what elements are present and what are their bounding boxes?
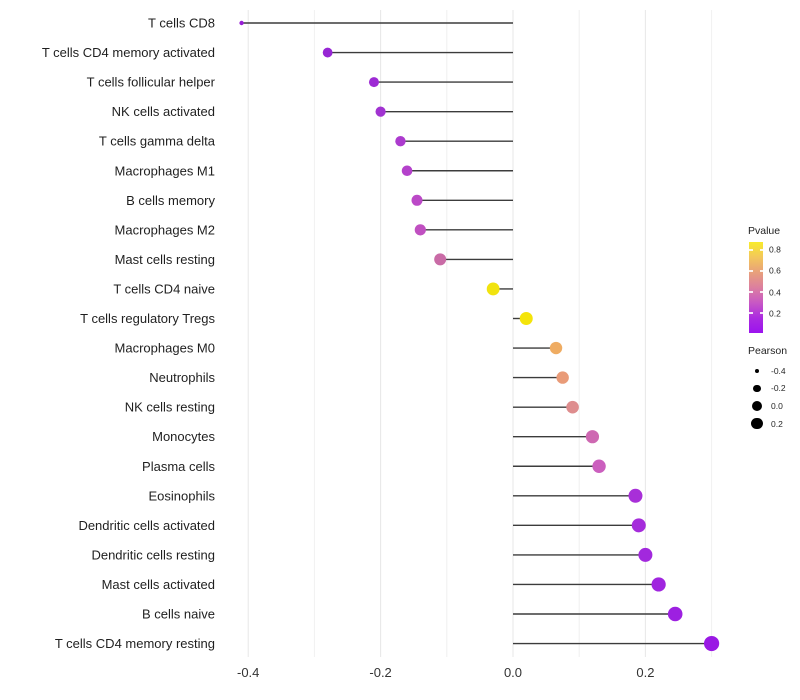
- category-label: T cells regulatory Tregs: [80, 311, 215, 326]
- data-point: [401, 165, 413, 177]
- data-point: [566, 400, 579, 414]
- pearson-size-dot: [751, 417, 763, 430]
- category-label: Dendritic cells activated: [78, 518, 215, 533]
- colorbar-tick-label: 0.2: [769, 308, 781, 319]
- data-point: [322, 47, 333, 58]
- category-label: T cells CD4 memory activated: [42, 45, 215, 60]
- category-label: Neutrophils: [149, 370, 215, 385]
- data-point: [411, 194, 423, 206]
- data-point: [434, 253, 447, 266]
- category-label: Macrophages M1: [115, 163, 215, 178]
- category-label: NK cells activated: [112, 104, 215, 119]
- pearson-legend-items: -0.4 -0.2 0.0 0.2: [748, 362, 787, 432]
- category-label: NK cells resting: [125, 400, 215, 415]
- pearson-legend-item: -0.4: [748, 362, 787, 380]
- colorbar-tick-mark: [749, 270, 753, 272]
- colorbar-tick-label: 0.8: [769, 244, 781, 255]
- category-label: Dendritic cells resting: [91, 547, 215, 562]
- pearson-size-dot: [753, 384, 761, 393]
- colorbar-tick-mark: [749, 312, 753, 314]
- data-point: [368, 77, 379, 88]
- data-point: [592, 459, 606, 473]
- x-tick-label: -0.2: [369, 665, 391, 680]
- category-label: T cells gamma delta: [99, 134, 216, 149]
- pearson-legend-item: 0.2: [748, 415, 787, 433]
- data-point: [585, 430, 600, 444]
- category-label: T cells CD4 naive: [113, 281, 215, 296]
- data-point: [486, 282, 500, 296]
- data-point: [556, 371, 569, 384]
- pearson-size-dot: [752, 400, 762, 411]
- pearson-legend: Pearson -0.4 -0.2 0.0 0.2: [748, 345, 787, 432]
- category-label: Mast cells resting: [115, 252, 215, 267]
- category-label: T cells CD4 memory resting: [55, 636, 215, 651]
- data-point: [414, 224, 426, 236]
- pearson-legend-item: 0.0: [748, 397, 787, 415]
- data-point: [395, 136, 406, 147]
- pvalue-colorbar: [749, 242, 763, 333]
- data-point: [519, 312, 533, 325]
- colorbar-tick-mark: [749, 291, 753, 293]
- x-tick-label: 0.0: [504, 665, 522, 680]
- category-label: Macrophages M0: [115, 341, 215, 356]
- data-point: [638, 547, 653, 562]
- colorbar-tick-label: 0.6: [769, 265, 781, 276]
- data-point: [631, 518, 646, 533]
- category-label: B cells naive: [142, 607, 215, 622]
- x-tick-label: -0.4: [237, 665, 259, 680]
- category-label: Plasma cells: [142, 459, 215, 474]
- category-label: Eosinophils: [149, 488, 216, 503]
- pearson-size-label: -0.4: [771, 365, 786, 376]
- pearson-size-label: -0.2: [771, 383, 786, 394]
- category-label: T cells CD8: [148, 16, 215, 31]
- category-label: B cells memory: [126, 193, 215, 208]
- category-label: Mast cells activated: [102, 577, 215, 592]
- pearson-size-dot: [755, 368, 759, 373]
- pearson-size-label: 0.2: [771, 418, 783, 429]
- data-point: [628, 488, 643, 503]
- data-point: [651, 577, 666, 592]
- colorbar-tick-mark: [759, 291, 763, 293]
- colorbar-tick-mark: [759, 270, 763, 272]
- x-tick-label: 0.2: [636, 665, 654, 680]
- colorbar-tick-mark: [759, 249, 763, 251]
- category-label: Macrophages M2: [115, 222, 215, 237]
- data-point: [239, 20, 244, 26]
- pvalue-legend: Pvalue 0.8 0.6 0.4 0.2: [748, 225, 800, 334]
- category-label: T cells follicular helper: [87, 75, 216, 90]
- data-point: [375, 106, 386, 117]
- pvalue-legend-title: Pvalue: [748, 225, 781, 237]
- colorbar-tick-mark: [759, 312, 763, 314]
- colorbar-tick-mark: [749, 249, 753, 251]
- pearson-size-label: 0.0: [771, 400, 783, 411]
- colorbar-tick-label: 0.4: [769, 287, 781, 298]
- data-point: [667, 606, 683, 622]
- pvalue-colorbar-wrap: 0.8 0.6 0.4 0.2: [748, 242, 800, 334]
- data-point: [549, 341, 563, 355]
- pearson-legend-item: -0.2: [748, 380, 787, 398]
- data-point: [704, 635, 720, 652]
- pearson-legend-title: Pearson: [748, 345, 788, 357]
- category-label: Monocytes: [152, 429, 215, 444]
